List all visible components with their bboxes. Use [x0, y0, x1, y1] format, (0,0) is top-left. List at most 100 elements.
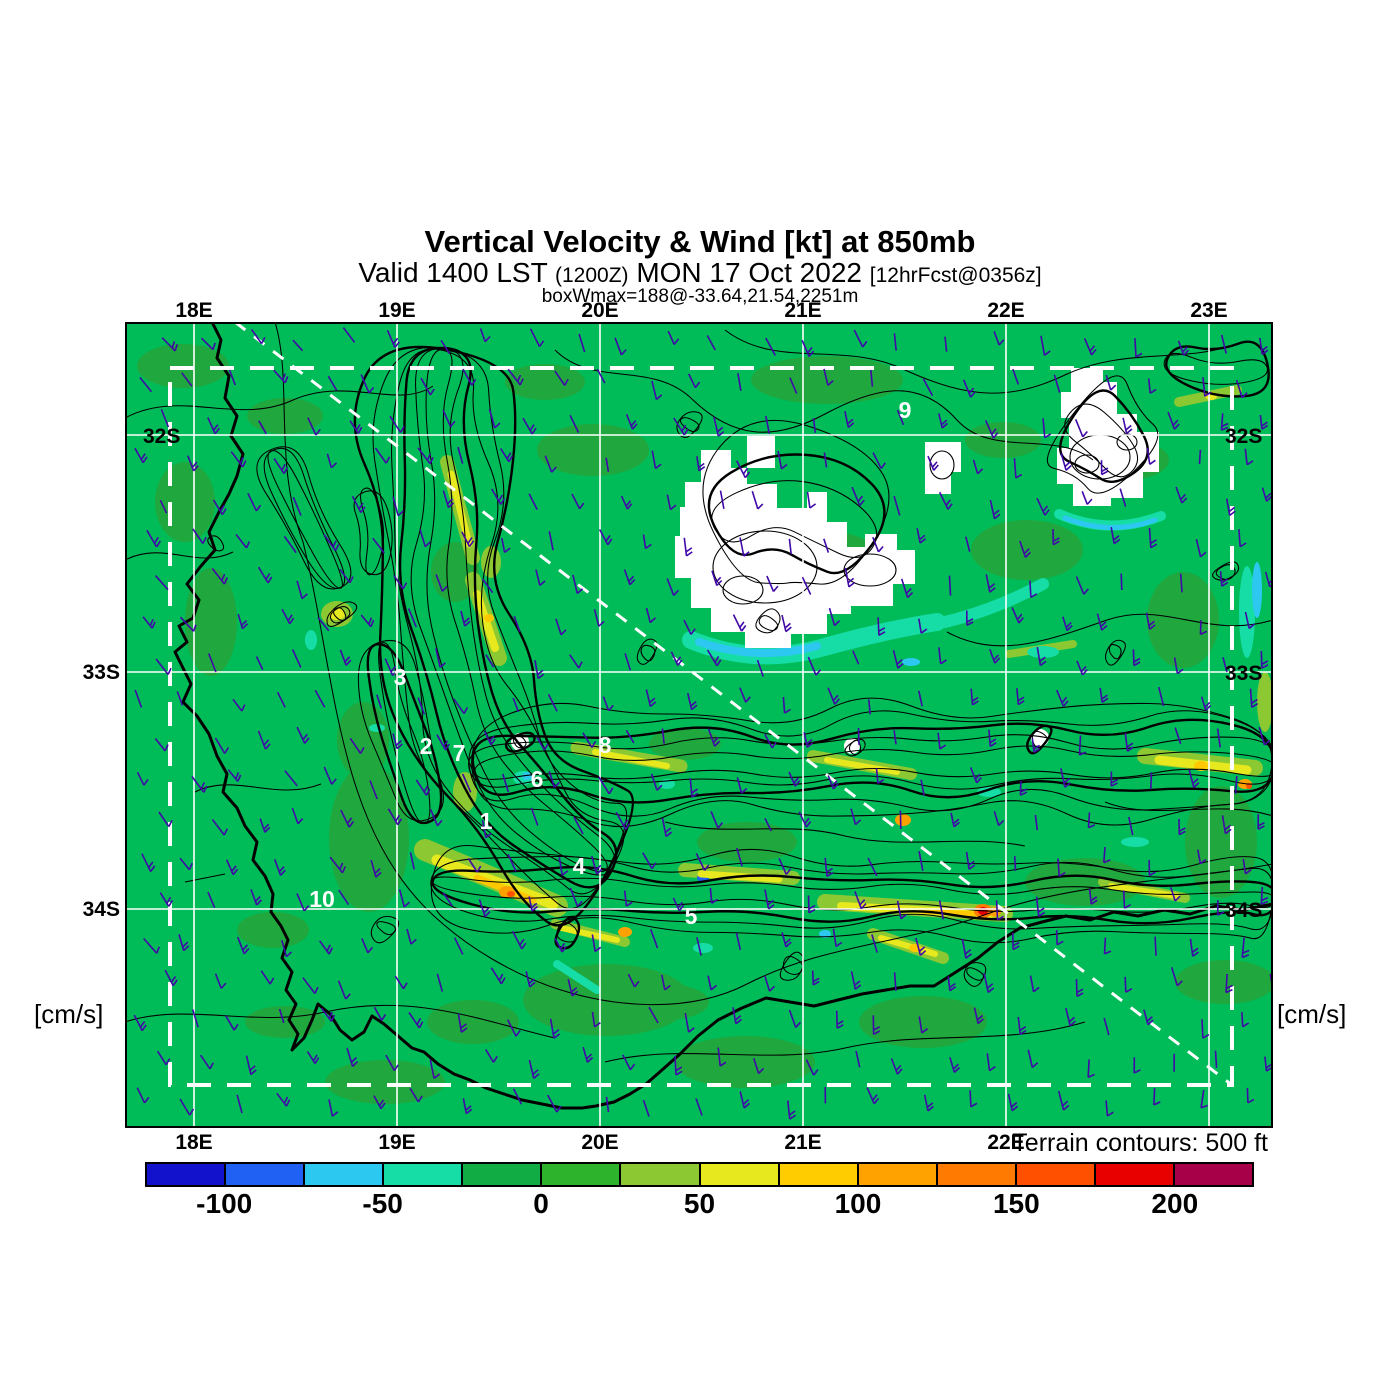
wind-barb: [672, 897, 685, 912]
wind-barb: [1259, 337, 1269, 355]
wind-barb: [1128, 816, 1134, 836]
wind-barb: [893, 495, 901, 516]
wind-barb: [409, 852, 415, 870]
wind-barb: [1170, 887, 1181, 902]
wind-barb: [765, 415, 771, 434]
map-marker-7: 7: [453, 740, 466, 766]
wind-barb: [1012, 368, 1020, 385]
wind-barb: [1016, 688, 1025, 706]
wind-barb: [661, 817, 673, 838]
wind-barb: [155, 575, 169, 591]
wind-barb: [788, 1009, 801, 1028]
wind-barb: [1153, 1087, 1161, 1106]
wind-barb: [176, 691, 184, 706]
wind-barb: [764, 975, 776, 992]
wind-barb: [993, 331, 1005, 346]
wind-barbs-layer: [133, 327, 1273, 1120]
wind-barb: [735, 460, 751, 479]
wind-barb: [788, 771, 801, 787]
wind-barb: [1145, 612, 1156, 630]
wind-barb: [273, 369, 289, 384]
wind-barb: [973, 1007, 984, 1025]
wind-barb: [393, 574, 408, 590]
wind-barb: [1259, 415, 1269, 430]
wind-barb: [642, 1099, 650, 1117]
wind-barb: [1148, 860, 1156, 877]
wind-barb: [823, 368, 834, 386]
wind-barb: [457, 1013, 468, 1033]
wind-barb: [965, 536, 971, 552]
wind-barb: [1013, 458, 1023, 479]
colorbar-tick-200: 200: [1151, 1188, 1199, 1219]
wind-barb: [598, 776, 614, 795]
wind-barb: [736, 777, 748, 794]
wind-barb: [937, 732, 947, 750]
colorbar-segment-8: [779, 1164, 859, 1185]
wind-barb: [1214, 1050, 1218, 1069]
wind-barb: [1179, 573, 1183, 593]
colorbar-segment-9: [858, 1164, 938, 1185]
wind-barb: [706, 649, 722, 667]
wind-barb: [1088, 888, 1098, 905]
domain-box: [168, 366, 1234, 1087]
wind-barb: [927, 455, 939, 471]
in-map-lat-labels: 32S 32S 33S 34S: [143, 425, 1262, 922]
wind-barb: [892, 650, 904, 669]
wind-barb: [134, 447, 148, 464]
wind-barb: [1120, 573, 1123, 591]
wind-barb: [535, 569, 546, 587]
wind-barb: [1081, 491, 1093, 505]
wind-barb: [1029, 580, 1038, 598]
wind-barb: [1103, 1017, 1110, 1036]
wind-barb: [1132, 649, 1141, 667]
wind-barb: [807, 656, 822, 676]
wind-barb: [1225, 498, 1236, 517]
wind-barb: [625, 414, 638, 430]
wind-barb: [737, 373, 742, 391]
wind-barb: [764, 817, 773, 832]
wind-barb: [491, 488, 506, 505]
wind-barb: [512, 1088, 523, 1105]
wind-barb: [781, 614, 792, 633]
wind-barb: [871, 934, 878, 953]
wind-barb: [225, 1015, 239, 1031]
wind-barb: [923, 1094, 934, 1112]
wind-barb: [235, 534, 251, 549]
wind-barb: [392, 496, 404, 517]
wind-barb: [857, 727, 860, 745]
wind-barb: [179, 1098, 195, 1116]
wind-barb: [507, 853, 517, 872]
wind-barb: [695, 1098, 703, 1116]
wind-barb: [164, 969, 178, 987]
map-marker-4: 4: [573, 853, 586, 879]
wind-barb: [1031, 738, 1041, 753]
wind-barb: [711, 570, 723, 587]
wind-barb: [1119, 488, 1127, 507]
wind-barb: [667, 330, 680, 345]
wind-barb: [1148, 527, 1158, 549]
wind-barb: [591, 1011, 601, 1028]
wind-barb: [342, 327, 356, 343]
wind-barb: [1087, 1059, 1095, 1079]
wind-barb: [302, 977, 319, 994]
wind-barb: [922, 378, 934, 396]
wind-barb: [460, 610, 471, 627]
y-tick-left-33S: 33S: [82, 661, 120, 684]
wind-barb: [615, 811, 631, 830]
wind-barb: [372, 537, 385, 554]
wind-barb: [719, 490, 725, 509]
wind-barb: [513, 615, 521, 632]
x-tick-top-23E: 23E: [1190, 299, 1228, 322]
wind-barb: [993, 811, 1005, 826]
wind-barb: [461, 773, 472, 793]
wind-barb: [461, 531, 475, 548]
colorbar-tick-150: 150: [992, 1188, 1040, 1219]
wind-barb: [386, 329, 400, 348]
wind-barb: [1053, 374, 1061, 393]
wind-barb: [706, 335, 716, 351]
wind-barb: [258, 420, 267, 435]
wind-barb: [642, 852, 657, 870]
wind-barb: [479, 328, 491, 343]
wind-barb: [278, 1008, 285, 1024]
